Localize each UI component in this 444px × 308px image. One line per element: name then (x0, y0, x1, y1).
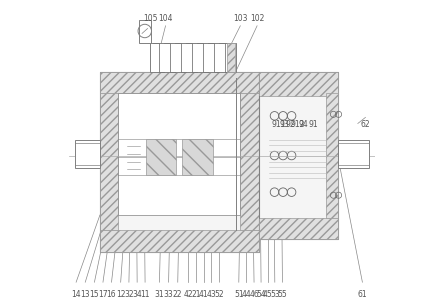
Text: 102: 102 (250, 14, 264, 23)
Bar (326, 93, 338, 218)
Bar (118, 93, 240, 133)
Text: 16: 16 (107, 290, 116, 299)
Bar (100, 93, 118, 230)
Text: 14: 14 (71, 290, 81, 299)
Text: 54: 54 (256, 290, 266, 299)
Text: 91: 91 (309, 120, 318, 129)
Text: 33: 33 (164, 290, 174, 299)
Text: 31: 31 (155, 290, 164, 299)
Text: 55: 55 (278, 290, 287, 299)
Text: 92: 92 (286, 120, 296, 129)
Text: 44: 44 (242, 290, 251, 299)
Text: 911: 911 (271, 120, 285, 129)
Bar (182, 139, 213, 175)
Text: 13: 13 (80, 290, 90, 299)
Text: 912: 912 (290, 120, 305, 129)
Text: 17: 17 (98, 290, 108, 299)
Bar (100, 71, 258, 252)
Text: 34: 34 (132, 290, 142, 299)
Bar (118, 175, 240, 215)
Bar (75, 140, 100, 168)
Bar (240, 93, 258, 230)
Text: 105: 105 (143, 14, 158, 23)
Text: 46: 46 (249, 290, 259, 299)
Bar (139, 20, 151, 43)
Text: 15: 15 (90, 290, 99, 299)
Text: 104: 104 (158, 14, 173, 23)
Bar (100, 71, 258, 93)
Text: 41: 41 (199, 290, 209, 299)
Bar (270, 178, 326, 215)
Bar (118, 93, 240, 215)
Text: 12: 12 (116, 290, 125, 299)
Bar (258, 218, 338, 239)
Text: 43: 43 (206, 290, 216, 299)
Text: 103: 103 (233, 14, 248, 23)
Text: 42: 42 (184, 290, 193, 299)
Text: 21: 21 (191, 290, 201, 299)
Text: 62: 62 (361, 120, 370, 129)
Bar (258, 71, 338, 96)
Bar (226, 43, 235, 71)
Bar (258, 71, 338, 239)
Text: 45: 45 (263, 290, 273, 299)
Bar (270, 96, 326, 133)
Text: 11: 11 (140, 290, 150, 299)
Text: 61: 61 (357, 290, 367, 299)
Bar (100, 230, 258, 252)
Bar (338, 140, 369, 168)
Text: 22: 22 (173, 290, 182, 299)
Bar (150, 43, 236, 71)
Bar (146, 139, 176, 175)
Text: 52: 52 (215, 290, 224, 299)
Text: 53: 53 (270, 290, 280, 299)
Text: 51: 51 (234, 290, 244, 299)
Text: 32: 32 (124, 290, 134, 299)
Text: 93: 93 (280, 120, 289, 129)
Text: 94: 94 (299, 120, 309, 129)
